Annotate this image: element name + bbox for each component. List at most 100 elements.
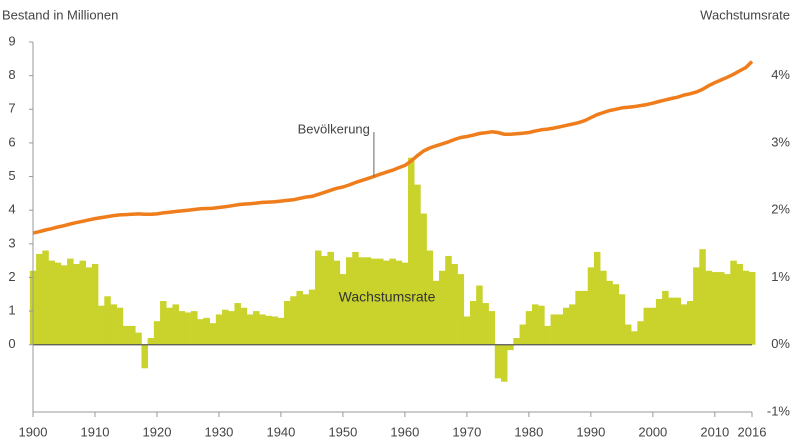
growth-bar: [389, 258, 396, 345]
growth-bar: [141, 344, 148, 369]
growth-bar: [302, 294, 310, 345]
y2-tick-label: 3%: [771, 134, 790, 149]
growth-bar: [153, 321, 161, 345]
x-tick-label: 1910: [81, 424, 110, 439]
growth-bar: [184, 312, 192, 345]
y-tick-label: 2: [8, 269, 15, 284]
growth-bar: [79, 260, 86, 345]
x-tick-label: 1940: [266, 424, 295, 439]
y2-tick-label: 1%: [771, 269, 790, 284]
growth-bar: [60, 265, 68, 345]
growth-bar: [191, 311, 198, 345]
growth-bar: [222, 309, 229, 345]
growth-bar: [104, 296, 111, 345]
x-tick-label: 1950: [328, 424, 357, 439]
growth-bar: [655, 298, 663, 345]
y-tick-label: 6: [8, 134, 15, 149]
growth-bar: [488, 311, 496, 345]
growth-bar: [624, 324, 632, 345]
growth-bar: [277, 317, 285, 345]
growth-bar: [246, 314, 254, 345]
growth-bar: [284, 301, 291, 345]
growth-bar: [649, 307, 657, 345]
growth-bar: [742, 270, 750, 345]
growth-bar: [494, 344, 502, 379]
growth-bar: [228, 311, 235, 345]
growth-bar: [377, 258, 384, 345]
growth-bar: [203, 317, 210, 345]
growth-bar: [401, 262, 409, 345]
growth-bar: [321, 255, 328, 345]
growth-bar: [147, 338, 155, 345]
growth-bar: [680, 304, 688, 345]
x-tick-label: 2010: [700, 424, 729, 439]
growth-bar: [327, 251, 334, 345]
x-tick-label: 1970: [452, 424, 481, 439]
growth-bar: [438, 270, 446, 345]
growth-bar: [352, 251, 359, 345]
growth-bar: [569, 304, 576, 345]
growth-bar: [370, 258, 378, 345]
population-line: [32, 60, 754, 235]
growth-bar: [507, 344, 514, 351]
x-tick-label: 1930: [204, 424, 233, 439]
growth-bar: [333, 260, 341, 345]
growth-bar: [748, 272, 756, 345]
growth-bar: [432, 280, 440, 345]
y2-axis-title: Wachstumsrate: [700, 7, 790, 22]
growth-bar: [110, 304, 117, 345]
growth-bar: [73, 264, 80, 345]
growth-bar: [358, 257, 365, 345]
growth-bar: [54, 262, 62, 345]
x-tick-label: 1990: [576, 424, 605, 439]
growth-bar: [637, 321, 644, 345]
x-tick-label: 1920: [143, 424, 172, 439]
growth-bar: [296, 290, 303, 345]
growth-bar: [383, 260, 390, 345]
growth-bar: [562, 307, 570, 345]
growth-bar: [519, 324, 527, 345]
growth-bar: [550, 314, 558, 345]
x-tick-label: 2000: [638, 424, 667, 439]
growth-bar: [724, 274, 731, 345]
growth-bar: [525, 311, 533, 345]
growth-bar: [705, 270, 713, 345]
growth-bar: [600, 270, 607, 345]
growth-bar: [178, 311, 186, 345]
growth-bar: [711, 272, 719, 345]
growth-bar: [234, 303, 241, 345]
growth-bar: [98, 305, 105, 345]
growth-bar: [457, 274, 465, 345]
growth-bar: [575, 290, 582, 345]
growth-bar: [160, 301, 167, 345]
growth-bar: [556, 314, 564, 345]
growth-bar: [463, 316, 471, 345]
growth-bar: [259, 314, 266, 345]
growth-bar: [253, 311, 260, 345]
growth-bar: [166, 307, 173, 345]
growth-bar: [451, 264, 458, 345]
growth-bar: [197, 319, 204, 345]
growth-bar: [407, 157, 415, 345]
growth-bar: [308, 289, 316, 345]
growth-bar: [717, 272, 725, 345]
growth-bar: [364, 257, 372, 345]
growth-bar: [513, 338, 520, 345]
y-tick-label: 3: [8, 235, 15, 250]
x-tick-label: 1900: [19, 424, 48, 439]
growth-bar: [122, 325, 130, 345]
y-tick-label: 7: [8, 101, 15, 116]
growth-bar: [271, 316, 279, 345]
growth-bar: [686, 301, 694, 345]
growth-bar: [693, 267, 700, 345]
growth-bar: [414, 184, 421, 345]
growth-bar: [42, 250, 49, 345]
growth-bar: [67, 258, 74, 345]
growth-bar: [544, 325, 551, 345]
growth-bar: [699, 249, 706, 345]
growth-bar: [315, 250, 322, 345]
growth-bar: [631, 331, 638, 345]
growth-bar: [587, 267, 595, 345]
series-label: Bevölkerung: [298, 121, 370, 136]
